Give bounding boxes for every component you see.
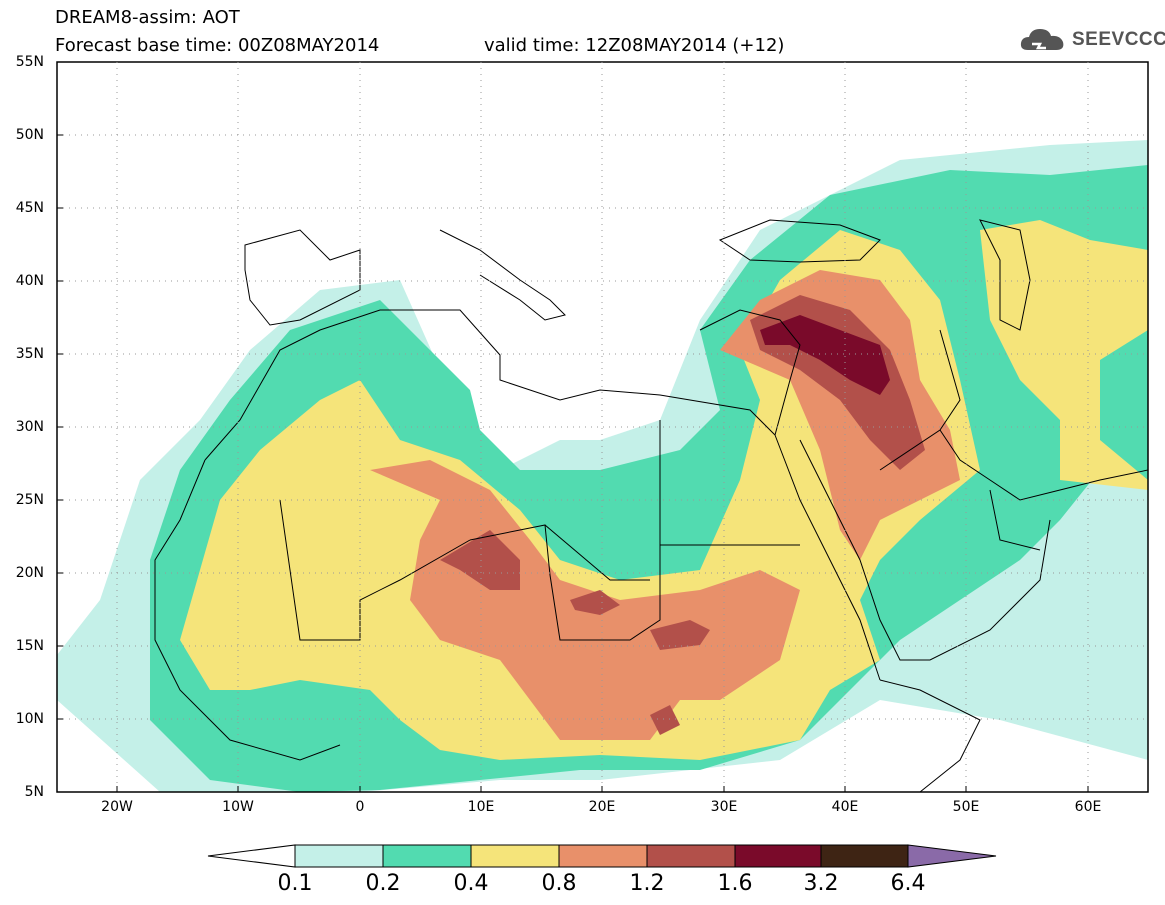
lat-label-10n: 10N [15,711,44,727]
coastline-eastern-med [699,309,801,436]
border-sahara-2 [469,524,800,641]
title-line-2: Forecast base time: 00Z08MAY2014 [55,35,380,56]
colorbar-label-1.2: 1.2 [629,871,665,896]
lon-label-10w: 10W [222,799,254,815]
coastline-black-sea [718,219,881,263]
lon-label-40e: 40E [831,799,859,815]
border-sahara-3 [544,420,661,581]
colorbar-bin-0.1-0.2 [294,844,384,868]
colorbar-label-1.6: 1.6 [717,871,753,896]
coastline-horn-of-africa [879,679,981,792]
colorbar-label-0.4: 0.4 [453,871,489,896]
lat-label-50n: 50N [15,127,44,143]
colorbar-bin-1.6-3.2 [734,844,822,868]
lon-label-60e: 60E [1074,799,1102,815]
lat-label-15n: 15N [15,638,44,654]
coastline-north-africa [204,309,776,461]
colorbar-high-arrow [907,844,997,868]
valid-time-label: valid time: 12Z08MAY2014 (+12) [484,35,785,56]
colorbar-label-6.4: 6.4 [890,871,926,896]
lat-label-40n: 40N [15,273,44,289]
lat-label-25n: 25N [15,492,44,508]
seevccc-logo: SEEVCCC [1018,24,1165,56]
coastline-red-sea [774,434,881,681]
axis-ticks [57,61,1089,793]
title-line-1: DREAM8-assim: AOT [55,7,240,28]
colorbar-bin-1.2-1.6 [646,844,736,868]
lon-label-20e: 20E [588,799,616,815]
coastline-italy [439,229,566,321]
lat-label-20n: 20N [15,565,44,581]
border-east-1 [879,329,1041,551]
coastline-persian-gulf [939,429,1148,501]
aot-contour-1.2 [440,295,925,735]
lat-label-30n: 30N [15,419,44,435]
lon-label-10e: 10E [467,799,495,815]
colorbar-label-0.1: 0.1 [277,871,313,896]
colorbar-label-3.2: 3.2 [803,871,839,896]
coastline-red-sea-east [799,439,1051,661]
colorbar-bin-3.2-6.4 [820,844,909,868]
lon-label-30e: 30E [710,799,738,815]
colorbar-label-0.2: 0.2 [365,871,401,896]
colorbar [207,844,997,868]
coastline-caspian [979,219,1031,331]
cloud-icon [1020,29,1064,50]
aot-contour-0.4-east [980,220,1148,490]
colorbar-bin-0.4-0.8 [470,844,560,868]
lat-label-55n: 55N [15,54,44,70]
aot-field [57,140,1148,792]
coastline-europe [244,229,361,326]
lat-label-35n: 35N [15,346,44,362]
colorbar-bin-0.2-0.4 [382,844,472,868]
colorbar-low-arrow [207,844,296,868]
coastline-west-africa [154,459,341,761]
lon-label-0: 0 [355,799,365,815]
lat-label-45n: 45N [15,200,44,216]
colorbar-label-0.8: 0.8 [541,871,577,896]
lat-label-5n: 5N [24,784,44,800]
colorbar-bin-0.8-1.2 [558,844,648,868]
lon-label-20w: 20W [101,799,133,815]
lon-label-50e: 50E [952,799,980,815]
